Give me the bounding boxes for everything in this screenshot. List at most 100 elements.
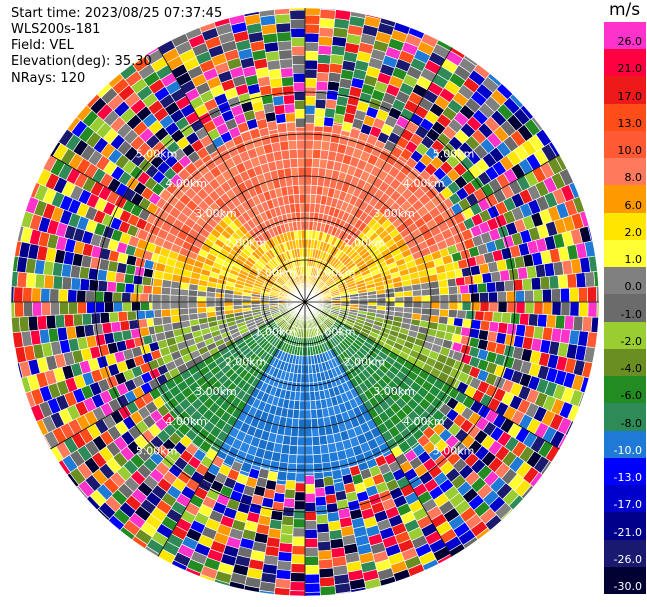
nrays-label: NRays: 120 <box>11 71 86 86</box>
signal-gate <box>285 121 297 133</box>
signal-gate <box>187 301 198 309</box>
noise-gate <box>276 560 292 571</box>
noise-gate <box>106 280 117 293</box>
noise-gate <box>463 275 475 286</box>
noise-gate <box>274 578 291 589</box>
noise-gate <box>290 554 306 565</box>
noise-gate <box>294 99 306 110</box>
noise-gate <box>11 316 21 334</box>
noise-gate <box>533 289 543 303</box>
signal-gate <box>295 472 306 483</box>
noise-gate <box>283 103 296 114</box>
noise-gate <box>479 320 491 332</box>
signal-gate <box>304 445 314 456</box>
noise-gate <box>277 40 293 52</box>
signal-gate <box>313 471 324 480</box>
noise-gate <box>542 288 552 303</box>
noise-gate <box>314 98 327 110</box>
signal-gate <box>286 462 297 474</box>
noise-gate <box>483 311 494 323</box>
noise-gate <box>530 276 542 291</box>
noise-gate <box>551 288 561 303</box>
noise-gate <box>586 331 598 349</box>
range-ring-label: 4.00km <box>403 415 445 428</box>
radar-ppi-plot: 1.00km 1.00km 1.00km 1.00km 2.00km 2.00km 2.00… <box>10 7 600 597</box>
noise-gate <box>31 287 42 303</box>
colorbar-tick-label: 10.0 <box>617 144 643 158</box>
noise-gate <box>103 291 114 303</box>
signal-gate <box>304 463 315 474</box>
signal-gate <box>179 313 190 323</box>
signal-gate <box>301 238 306 249</box>
noise-gate <box>97 279 109 292</box>
signal-gate <box>284 176 294 187</box>
signal-gate <box>241 301 252 306</box>
noise-gate <box>488 301 499 313</box>
noise-gate <box>10 301 16 318</box>
signal-gate <box>394 291 405 298</box>
noise-gate <box>506 323 518 336</box>
noise-gate <box>557 274 569 290</box>
noise-gate <box>477 282 488 294</box>
noise-gate <box>515 323 527 338</box>
colorbar-tick-label: 6.0 <box>624 198 643 212</box>
noise-gate <box>515 290 525 303</box>
noise-gate <box>275 22 292 34</box>
signal-gate <box>232 301 243 307</box>
noise-gate <box>304 492 316 503</box>
signal-gate <box>295 211 302 222</box>
noise-gate <box>292 518 306 529</box>
noise-gate <box>274 483 287 495</box>
noise-gate <box>595 286 600 303</box>
noise-gate <box>294 108 306 119</box>
signal-gate <box>403 296 414 303</box>
noise-gate <box>113 301 124 313</box>
signal-gate <box>304 400 311 411</box>
range-ring-label: 4.00km <box>165 415 207 428</box>
noise-gate <box>54 314 66 329</box>
noise-gate <box>104 301 115 313</box>
signal-gate <box>319 443 330 455</box>
signal-gate <box>196 301 207 308</box>
signal-gate <box>304 175 312 186</box>
noise-gate <box>278 542 293 553</box>
noise-gate <box>316 71 330 83</box>
noise-gate <box>470 292 480 303</box>
signal-gate <box>295 126 306 132</box>
noise-gate <box>88 279 100 292</box>
signal-gate <box>447 285 459 295</box>
signal-gate <box>250 301 261 306</box>
instrument-label: WLS200s-181 <box>11 22 101 37</box>
noise-gate <box>92 323 104 336</box>
noise-gate <box>539 276 551 290</box>
range-ring-label: 5.00km <box>136 444 178 457</box>
noise-gate <box>304 582 321 593</box>
signal-gate <box>376 297 387 303</box>
signal-gate <box>151 293 162 303</box>
signal-gate <box>313 130 324 142</box>
noise-gate <box>304 113 316 124</box>
noise-gate <box>456 309 467 320</box>
noise-gate <box>133 283 144 294</box>
signal-gate <box>290 426 299 438</box>
noise-gate <box>122 301 133 312</box>
noise-gate <box>283 497 296 509</box>
noise-gate <box>497 301 508 313</box>
range-ring-label: 3.00km <box>195 207 237 220</box>
signal-gate <box>318 434 328 446</box>
noise-gate <box>542 301 553 316</box>
noise-gate <box>16 271 28 288</box>
signal-gate <box>296 445 306 456</box>
signal-gate <box>287 139 298 151</box>
noise-gate <box>479 292 489 303</box>
noise-gate <box>32 301 43 317</box>
signal-gate <box>151 301 162 311</box>
noise-gate <box>291 45 306 56</box>
noise-gate <box>304 32 320 43</box>
noise-gate <box>304 23 320 34</box>
signal-gate <box>374 139 386 151</box>
noise-gate <box>318 26 335 38</box>
noise-gate <box>96 268 108 282</box>
noise-gate <box>517 266 529 280</box>
signal-gate <box>304 418 312 429</box>
